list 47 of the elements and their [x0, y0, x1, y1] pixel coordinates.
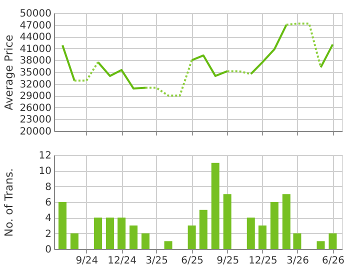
y-tick-label: 35000 — [20, 68, 52, 78]
bar — [258, 226, 266, 249]
bar — [246, 218, 255, 249]
y-tick-label: 23000 — [20, 114, 52, 126]
bar — [58, 202, 66, 249]
y-tick-label: 8 — [45, 182, 52, 193]
y-tick-label: 47000 — [20, 20, 52, 32]
x-tick-label: 3/26 — [286, 256, 309, 266]
bar — [70, 233, 78, 249]
x-tick-label: 9/25 — [216, 256, 240, 266]
y-tick-label: 38000 — [20, 56, 52, 67]
x-tick-label: 6/25 — [181, 256, 204, 266]
y-tick-label: 32000 — [20, 79, 52, 90]
bar — [188, 226, 196, 249]
bar — [211, 162, 220, 249]
y-tick-label: 50000 — [20, 8, 52, 20]
bar — [118, 218, 126, 249]
x-tick-label: 3/25 — [146, 256, 168, 266]
bar — [328, 233, 337, 249]
bar — [106, 218, 114, 249]
x-tick-label: 12/25 — [248, 256, 278, 266]
y-tick-label: 44000 — [20, 32, 52, 44]
bar — [94, 218, 102, 249]
y-tick-label: 10 — [38, 166, 52, 178]
y-tick-label: 2 — [45, 228, 52, 240]
bar — [130, 226, 138, 249]
y-tick-label: 6 — [45, 198, 52, 208]
y-axis-title: Average Price — [2, 34, 16, 110]
y-tick-label: 20000 — [20, 126, 52, 138]
bar — [316, 241, 325, 249]
bar — [223, 194, 232, 249]
y-tick-label: 12 — [38, 150, 52, 162]
x-tick-label: 6/26 — [322, 256, 344, 266]
y-tick-label: 41000 — [20, 44, 52, 55]
y-tick-label: 0 — [45, 244, 52, 256]
x-tick-label: 12/24 — [108, 256, 136, 266]
bar — [164, 241, 172, 249]
bar — [270, 202, 278, 249]
y-tick-label: 4 — [45, 213, 52, 224]
y-tick-label: 29000 — [20, 91, 52, 102]
y-axis-title: No. of Trans. — [2, 168, 16, 237]
bar — [141, 233, 150, 249]
x-tick-label: 9/24 — [76, 256, 98, 266]
bar — [199, 210, 208, 249]
y-tick-label: 26000 — [20, 102, 52, 114]
bar — [293, 233, 302, 249]
bar — [282, 194, 290, 249]
